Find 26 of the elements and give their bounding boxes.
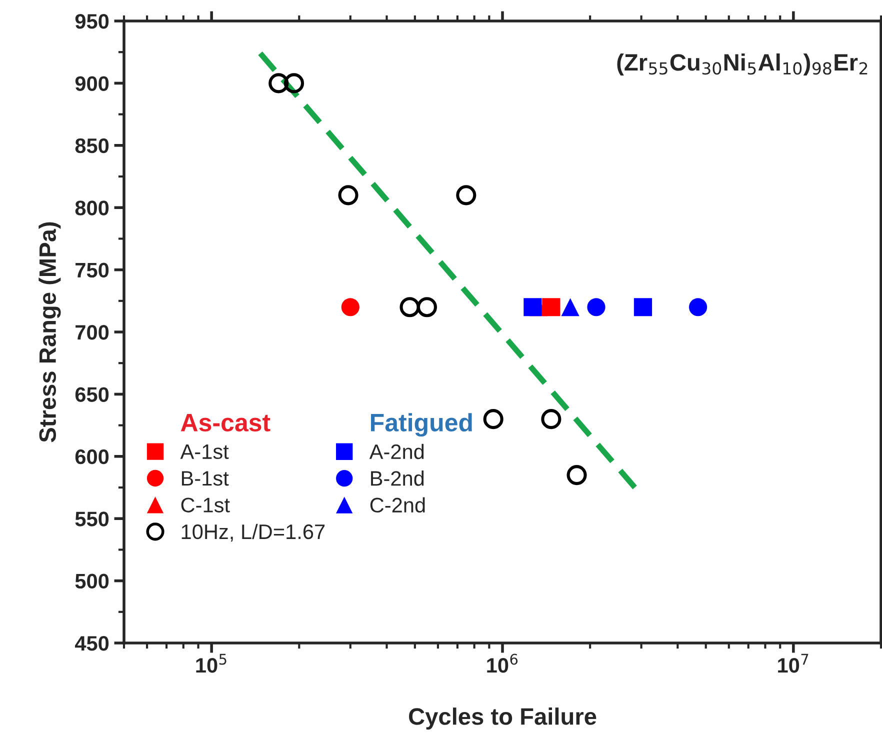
y-axis-title: Stress Range (MPa) (38, 222, 61, 442)
y-tick-label: 600 (75, 449, 109, 464)
legend-label: B-2nd (371, 470, 424, 486)
y-tick-label: 450 (74, 636, 109, 651)
y-tick-label: 650 (75, 387, 109, 402)
y-tick-label: 850 (75, 138, 109, 154)
legend-label: A-2nd (369, 444, 424, 460)
annotation: As-cast (180, 414, 270, 432)
x-tick-label: 10$^{7}$ (778, 654, 808, 673)
text: (Zr$_{55}$Cu$_{30}$Ni$_{5}$Al$_{10}$)$_{98}$Er$_{2}$ (617, 53, 868, 76)
y-tick-label: 550 (75, 512, 109, 526)
legend-label: C-1st (181, 498, 230, 512)
x-tick-label: 10$^{6}$ (487, 654, 518, 673)
legend-label: B-1st (182, 471, 229, 486)
legend-label: 10Hz, L/D=1.67 (182, 524, 325, 542)
y-tick-label: 750 (76, 262, 109, 278)
x-axis-title: Cycles to Failure (409, 708, 596, 730)
y-tick-label: 500 (75, 574, 109, 589)
legend-label: A-1st (180, 444, 229, 460)
y-tick-label: 900 (75, 76, 109, 91)
y-tick-label: 700 (76, 325, 109, 340)
y-tick-label: 800 (75, 200, 109, 216)
y-tick-label: 950 (75, 14, 109, 29)
legend-label: C-2nd (370, 497, 425, 513)
annotation: Fatigued (371, 413, 472, 437)
x-tick-label: 10$^{5}$ (196, 654, 226, 673)
